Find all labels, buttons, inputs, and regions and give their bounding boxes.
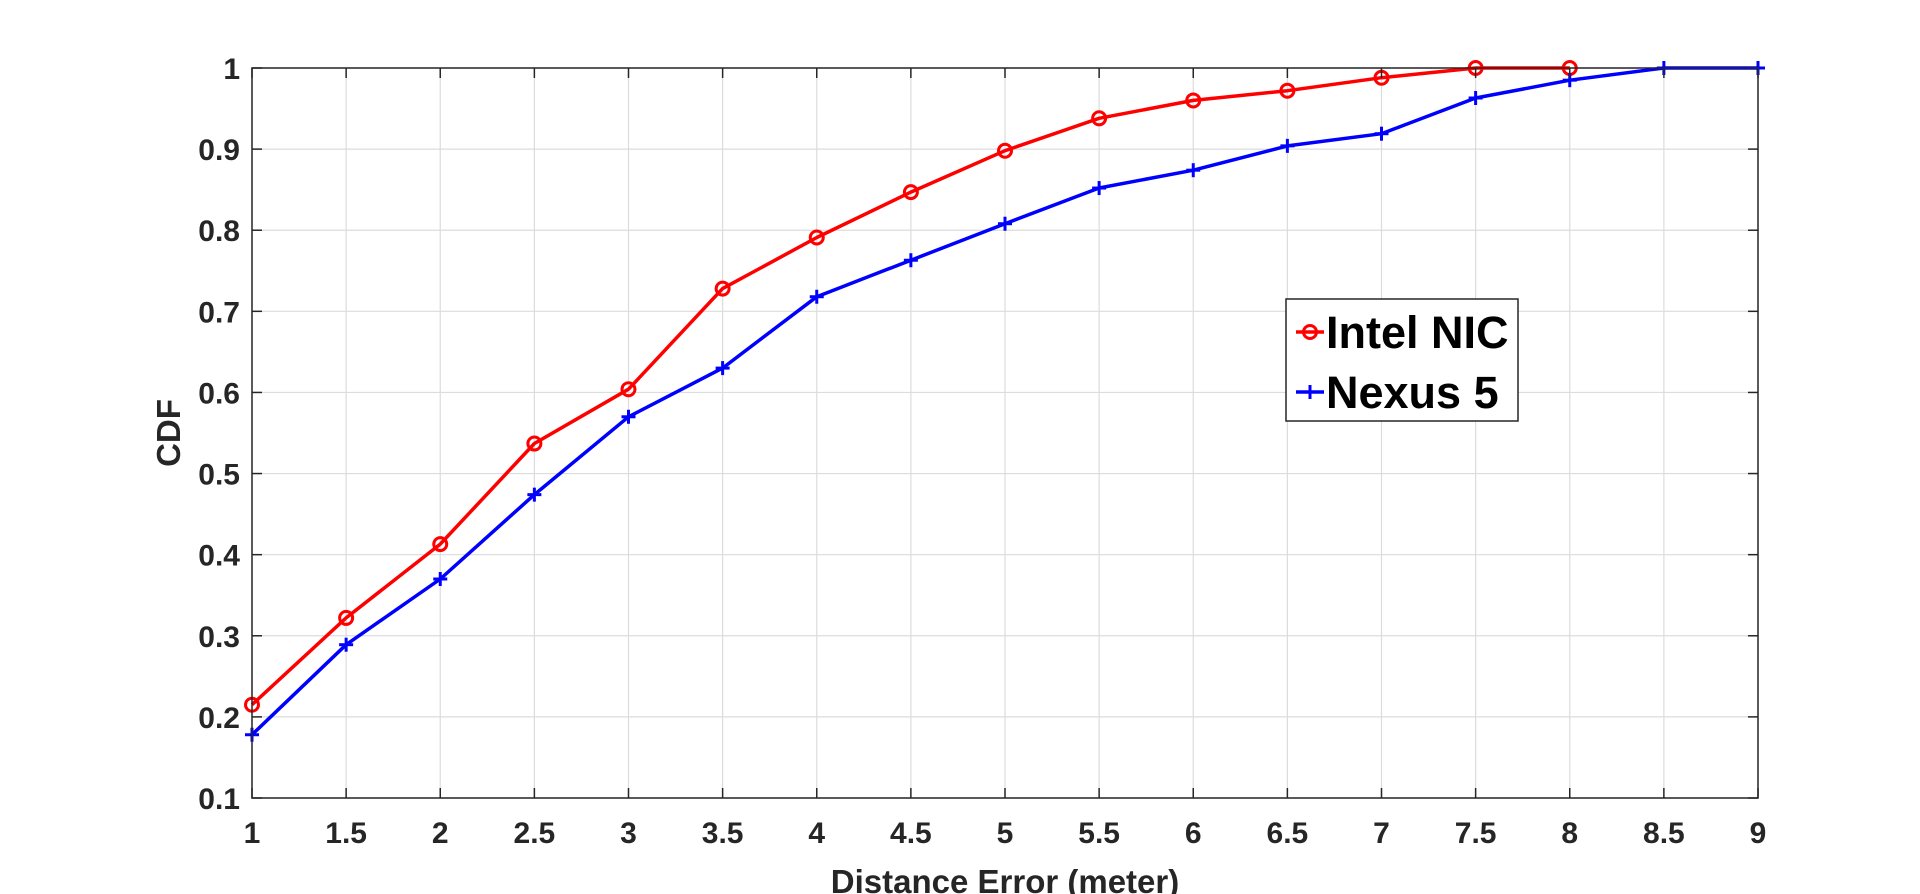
data-point — [1279, 82, 1296, 99]
y-tick-label: 0.1 — [198, 783, 240, 816]
y-tick-label: 0.3 — [198, 621, 240, 654]
x-tick-label: 4 — [808, 817, 825, 850]
y-tick-label: 0.2 — [198, 702, 240, 735]
data-point — [903, 253, 918, 268]
legend: Intel NIC Nexus 5 — [1285, 298, 1519, 422]
data-point — [1092, 181, 1107, 196]
y-tick-label: 0.6 — [198, 377, 240, 410]
x-tick-label: 4.5 — [890, 817, 932, 850]
data-point — [526, 435, 543, 452]
data-point — [1091, 110, 1108, 127]
data-point — [1280, 138, 1295, 153]
data-point — [620, 381, 637, 398]
data-point — [433, 572, 448, 586]
x-tick-labels: 1 1.5 2 2.5 3 3.5 4 4.5 5 5.5 6 6.5 7 7.5 8 8.5 9 — [244, 817, 1767, 850]
x-tick-label: 8 — [1561, 817, 1578, 850]
data-point — [902, 184, 919, 201]
data-point — [339, 637, 354, 652]
x-tick-label: 9 — [1750, 817, 1767, 850]
grid-lines — [251, 67, 1759, 799]
x-tick-label: 3 — [620, 817, 637, 850]
legend-marker — [1303, 385, 1317, 399]
legend-label: Nexus 5 — [1326, 367, 1499, 418]
y-tick-label: 1 — [223, 53, 240, 86]
series-line — [250, 66, 1570, 706]
x-tick-label: 3.5 — [702, 817, 744, 850]
data-point — [1186, 163, 1201, 178]
data-point — [997, 142, 1013, 159]
y-tick-label: 0.8 — [198, 215, 240, 248]
x-tick-label: 5.5 — [1078, 817, 1120, 850]
data-point — [1468, 91, 1483, 106]
legend-item: Intel NIC — [1296, 307, 1509, 358]
y-tick-labels: 0.1 0.2 0.3 0.4 0.5 0.6 0.7 0.8 0.9 1 — [198, 53, 240, 816]
data-point — [714, 280, 731, 297]
data-point — [1374, 126, 1389, 141]
data-point — [715, 361, 730, 376]
legend-marker — [1302, 324, 1318, 340]
data-point — [621, 409, 636, 424]
x-tick-label: 1 — [244, 817, 261, 850]
data-point — [1185, 92, 1202, 109]
data-point — [808, 229, 825, 246]
x-tick-label: 1.5 — [325, 817, 367, 850]
data-point — [432, 536, 449, 553]
y-tick-label: 0.9 — [198, 134, 240, 167]
x-tick-label: 8.5 — [1643, 817, 1685, 850]
x-tick-label: 7 — [1373, 817, 1390, 850]
data-point — [998, 216, 1012, 231]
x-tick-label: 2.5 — [514, 817, 556, 850]
data-point — [338, 609, 355, 626]
x-tick-label: 5 — [997, 817, 1014, 850]
data-point — [809, 289, 824, 304]
x-axis-label: Distance Error (meter) — [831, 863, 1179, 894]
series-layer — [244, 60, 1765, 742]
axis-ticks — [251, 67, 1759, 799]
legend-label: Intel NIC — [1326, 307, 1509, 358]
x-tick-label: 7.5 — [1455, 817, 1497, 850]
legend-box — [1285, 298, 1519, 422]
y-tick-label: 0.5 — [198, 459, 240, 492]
x-tick-label: 2 — [432, 817, 449, 850]
y-axis-label: CDF — [150, 399, 187, 467]
y-tick-label: 0.4 — [198, 540, 240, 573]
data-point — [527, 487, 542, 502]
x-tick-label: 6.5 — [1267, 817, 1309, 850]
x-tick-label: 6 — [1185, 817, 1202, 850]
y-tick-label: 0.7 — [198, 296, 240, 329]
legend-item: Nexus 5 — [1296, 367, 1499, 418]
